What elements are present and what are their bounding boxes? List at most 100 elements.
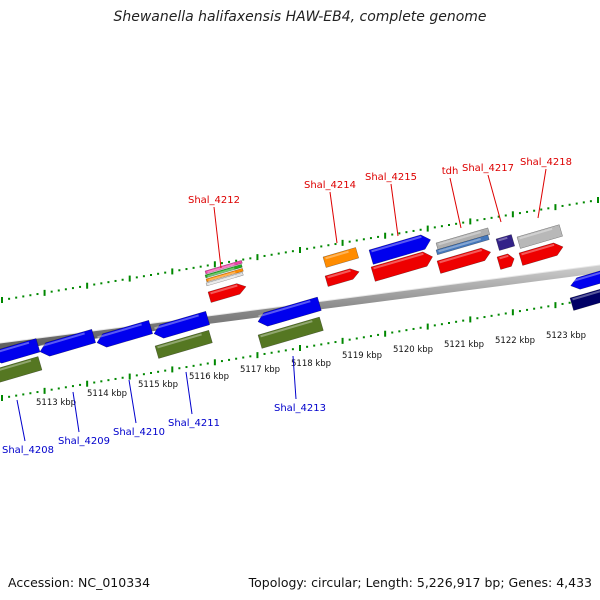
reverse-tick	[79, 383, 82, 386]
forward-tick	[291, 250, 294, 253]
reverse-tick	[547, 305, 550, 308]
forward-tick	[114, 279, 117, 282]
forward-tick	[426, 225, 429, 232]
forward-tick	[121, 278, 124, 281]
forward-tick	[71, 287, 74, 290]
reverse-tick	[554, 302, 557, 309]
reverse-tick	[263, 352, 266, 355]
forward-tick	[157, 272, 160, 275]
forward-tick	[299, 247, 301, 253]
forward-tick	[57, 289, 60, 292]
forward-tick	[440, 225, 443, 228]
forward-tick	[284, 251, 287, 254]
forward-tick	[377, 235, 380, 238]
reverse-tick	[93, 381, 96, 384]
forward-tick	[391, 233, 394, 236]
reverse-tick	[199, 363, 202, 366]
forward-tick	[412, 229, 415, 232]
leader-line	[449, 177, 462, 229]
forward-tick	[178, 269, 181, 272]
reverse-tick	[121, 376, 124, 379]
reverse-tick	[192, 364, 195, 367]
gene-arrow	[204, 260, 243, 275]
kbp-label: 5115 kbp	[138, 380, 178, 390]
gene-label: Shal_4210	[113, 427, 165, 438]
gene-arrow	[153, 311, 210, 339]
forward-tick	[256, 254, 259, 261]
gene-arrow	[207, 283, 247, 303]
reverse-tick	[412, 327, 415, 330]
gene-arrow	[0, 356, 43, 384]
kbp-label: 5123 kbp	[546, 331, 586, 341]
gene-arrow	[435, 234, 490, 256]
forward-tick	[93, 283, 96, 286]
gene-label: Shal_4218	[520, 157, 572, 168]
leader-line	[72, 391, 80, 433]
kbp-label: 5122 kbp	[495, 336, 535, 346]
leader-line	[213, 206, 222, 269]
gene-arrow	[435, 227, 491, 250]
gene-arrow	[154, 330, 213, 359]
forward-tick	[476, 219, 479, 222]
gene-arrow	[518, 242, 564, 266]
reverse-tick	[568, 301, 571, 304]
forward-tick	[369, 237, 372, 240]
leader-line	[329, 191, 338, 244]
forward-tick	[235, 259, 238, 262]
reverse-tick	[483, 316, 486, 319]
forward-tick	[263, 254, 266, 257]
reverse-tick	[369, 335, 372, 338]
forward-tick	[540, 208, 543, 211]
reverse-tick	[213, 359, 216, 366]
reverse-tick	[320, 343, 323, 346]
reverse-tick	[235, 357, 238, 360]
reverse-tick	[171, 366, 174, 373]
forward-tick	[462, 221, 465, 224]
forward-tick	[334, 243, 337, 246]
reverse-tick	[341, 337, 344, 344]
kbp-label: 5119 kbp	[342, 351, 382, 361]
forward-tick	[220, 262, 223, 265]
reverse-tick	[291, 348, 294, 351]
forward-tick	[86, 282, 89, 289]
forward-tick	[455, 222, 458, 225]
reverse-tick	[497, 313, 500, 316]
gene-arrow	[436, 247, 491, 274]
gene-arrow	[570, 268, 600, 290]
leader-line	[128, 379, 137, 424]
forward-tick	[497, 215, 500, 218]
reverse-tick	[377, 333, 380, 336]
forward-tick	[568, 203, 571, 206]
kbp-label: 5117 kbp	[240, 365, 280, 375]
forward-tick	[43, 289, 46, 296]
reverse-tick	[313, 344, 316, 347]
gene-label: Shal_4211	[168, 418, 220, 429]
reverse-tick	[448, 322, 450, 324]
forward-tick	[64, 288, 67, 291]
reverse-tick	[440, 323, 443, 326]
reverse-tick	[256, 352, 259, 359]
reverse-tick	[334, 341, 337, 344]
kbp-label: 5118 kbp	[291, 359, 331, 369]
forward-tick	[384, 232, 387, 239]
forward-tick	[526, 210, 529, 213]
reverse-tick	[185, 366, 188, 369]
reverse-tick	[164, 369, 167, 372]
forward-tick	[469, 218, 472, 225]
reverse-tick	[220, 360, 223, 363]
forward-tick	[490, 216, 493, 219]
forward-tick	[164, 271, 167, 274]
reverse-tick	[150, 372, 152, 374]
reverse-tick	[299, 345, 301, 351]
leader-line	[537, 168, 547, 219]
forward-tick	[504, 214, 507, 217]
kbp-label: 5120 kbp	[393, 345, 433, 355]
reverse-tick	[157, 370, 160, 373]
kbp-label: 5114 kbp	[87, 389, 127, 399]
forward-tick	[15, 296, 18, 299]
reverse-tick	[1, 395, 3, 401]
forward-tick	[547, 207, 550, 210]
reverse-tick	[71, 385, 74, 388]
gene-label: Shal_4213	[274, 403, 326, 414]
forward-tick	[128, 275, 131, 282]
